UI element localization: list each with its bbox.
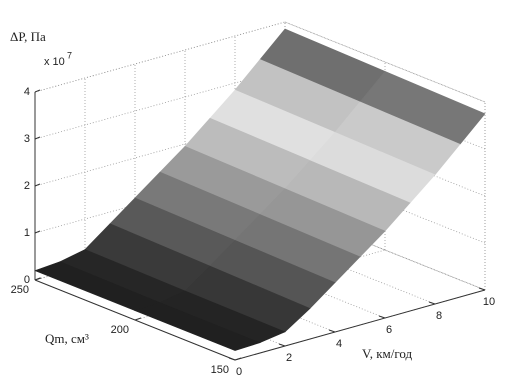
z-tick-label: 4 xyxy=(24,86,30,98)
z-exponent: 7 xyxy=(67,50,72,60)
x-tick-label: 6 xyxy=(386,324,392,336)
x-tick xyxy=(278,343,286,347)
x-tick xyxy=(228,357,236,361)
x-tick-label: 10 xyxy=(483,296,495,308)
z-tick-label: 2 xyxy=(24,180,30,192)
x-tick xyxy=(478,287,486,291)
z-tick xyxy=(34,183,41,187)
x-tick xyxy=(428,301,436,305)
x-axis-label: V, км/год xyxy=(362,346,413,361)
surface-patch xyxy=(134,302,261,351)
y-tick xyxy=(134,317,142,321)
y-tick xyxy=(34,277,42,281)
x-tick-label: 8 xyxy=(436,310,442,322)
z-tick-label: 1 xyxy=(24,227,30,239)
y-tick xyxy=(234,357,242,361)
z-tick xyxy=(34,89,41,93)
x-tick-label: 0 xyxy=(236,366,242,378)
y-axis-label: Qm, см³ xyxy=(45,331,89,346)
y-tick-label: 150 xyxy=(211,364,229,376)
z-tick xyxy=(34,230,41,234)
z-tick-label: 0 xyxy=(24,274,30,286)
y-tick-label: 250 xyxy=(11,284,29,296)
surface xyxy=(34,28,486,351)
x-tick xyxy=(378,315,386,319)
x-tick-label: 4 xyxy=(336,338,342,350)
z-axis-label: ΔP, Па xyxy=(10,29,46,44)
y-tick-label: 200 xyxy=(111,324,129,336)
z-multiplier: x 10 xyxy=(44,56,65,68)
z-tick-label: 3 xyxy=(24,133,30,145)
x-axis xyxy=(234,289,486,361)
grid-line xyxy=(34,21,286,93)
x-tick-label: 2 xyxy=(286,352,292,364)
z-tick xyxy=(34,136,41,140)
x-tick xyxy=(328,329,336,333)
